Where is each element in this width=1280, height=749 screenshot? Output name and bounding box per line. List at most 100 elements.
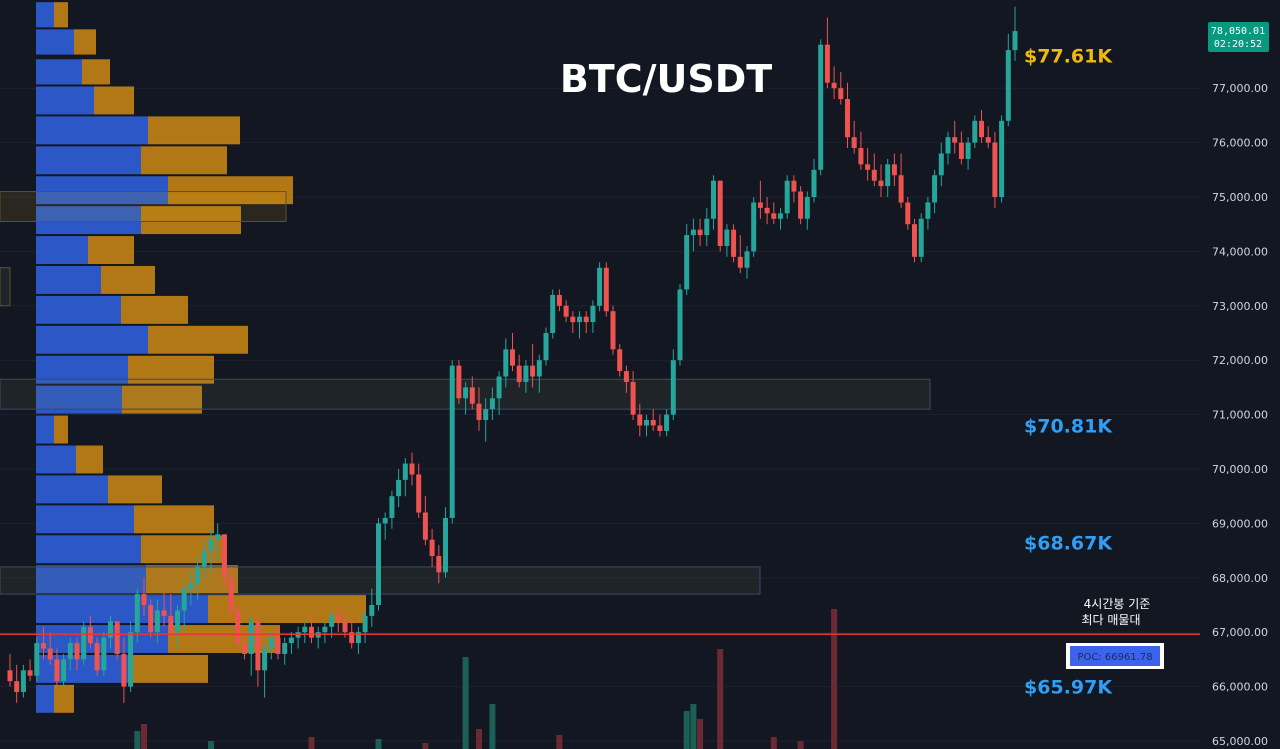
candle-body (221, 534, 227, 578)
candle-body (583, 316, 589, 323)
candle-body (108, 621, 113, 638)
profile-buy-bar (36, 505, 134, 534)
candle-body (751, 202, 757, 252)
candle-body (597, 267, 603, 306)
profile-buy-bar (36, 535, 141, 564)
profile-buy-bar (36, 29, 74, 55)
candle-body (114, 621, 120, 654)
candle-body (831, 82, 837, 89)
candle-body (945, 137, 951, 154)
last-price-countdown: 02:20:52 (1214, 39, 1262, 50)
candle-body (737, 256, 743, 268)
candlesticks (7, 6, 1018, 703)
candle-body (664, 414, 670, 431)
volume-bar (489, 704, 496, 749)
volume-bar (797, 741, 804, 749)
candle-body (154, 610, 160, 633)
zone-labels: $77.61K $70.81K $68.67K $65.97K (1024, 46, 1113, 699)
candle-body (41, 643, 46, 649)
y-tick-label: 68,000.00 (1212, 572, 1268, 585)
candle-body (322, 626, 328, 633)
price-axis[interactable]: 77,000.00 76,000.00 75,000.00 74,000.00 73,0… (1212, 82, 1268, 748)
candle-body (248, 621, 254, 654)
profile-buy-bar (36, 475, 108, 504)
candle-body (858, 148, 864, 165)
y-tick-label: 70,000.00 (1212, 463, 1268, 476)
profile-sell-bar (141, 146, 227, 175)
y-tick-label: 67,000.00 (1212, 626, 1268, 639)
candle-body (101, 637, 107, 671)
volume-bar (141, 724, 147, 749)
profile-buy-bar (36, 176, 168, 205)
zone-price-label: $77.61K (1024, 46, 1113, 68)
candle-body (181, 588, 187, 611)
candle-body (972, 120, 978, 143)
candle-body (670, 360, 676, 415)
candle-body (74, 643, 80, 660)
candle-body (134, 594, 140, 633)
candle-body (436, 556, 442, 573)
candle-body (288, 637, 294, 644)
candle-body (690, 229, 696, 236)
volume-bars (134, 609, 838, 749)
candle-body (496, 376, 502, 399)
last-price-tag: 78,050.01 02:20:52 (1208, 22, 1269, 52)
profile-buy-bar (36, 295, 121, 324)
candle-body (744, 251, 750, 268)
profile-sell-bar (94, 86, 134, 115)
candle-body (282, 643, 288, 654)
y-tick-label: 71,000.00 (1212, 409, 1268, 422)
candle-body (932, 175, 938, 203)
candle-body (242, 643, 247, 654)
candle-body (14, 681, 20, 693)
candle-body (262, 648, 268, 671)
candle-body (771, 213, 777, 219)
candle-body (54, 659, 60, 682)
y-tick-label: 77,000.00 (1212, 82, 1268, 95)
candle-body (47, 648, 53, 660)
profile-buy-bar (36, 206, 141, 235)
candle-body (865, 164, 871, 170)
profile-sell-bar (54, 2, 68, 28)
candle-body (845, 99, 850, 138)
candle-body (530, 365, 536, 377)
profile-buy-bar (36, 116, 148, 145)
poc-label-box (1070, 646, 1160, 666)
candle-body (422, 512, 428, 540)
profile-sell-bar (121, 295, 188, 324)
profile-sell-bar (74, 29, 96, 55)
candle-body (603, 267, 609, 312)
candle-body (402, 463, 408, 480)
profile-buy-bar (36, 59, 82, 85)
profile-sell-bar (141, 535, 227, 564)
profile-buy-bar (36, 86, 94, 115)
candle-body (355, 632, 361, 644)
candle-body (503, 349, 509, 377)
candle-body (637, 414, 643, 426)
candle-body (516, 365, 522, 382)
profile-sell-bar (54, 415, 68, 444)
candle-body (168, 615, 174, 633)
candle-body (81, 626, 87, 660)
secondary-zone (0, 191, 287, 222)
candle-body (878, 180, 884, 187)
candle-body (1005, 50, 1011, 121)
volume-bar (690, 704, 697, 749)
y-tick-label: 69,000.00 (1212, 517, 1268, 530)
profile-sell-bar (128, 654, 208, 683)
candle-body (1012, 31, 1018, 51)
candle-body (175, 610, 180, 633)
candle-body (94, 643, 100, 671)
poc-note-line-1: 4시간봉 기준 (1084, 597, 1151, 611)
candle-body (697, 229, 703, 236)
candle-body (510, 349, 515, 366)
candle-body (791, 180, 797, 192)
candle-body (362, 615, 368, 633)
volume-bar (134, 731, 141, 749)
candle-body (610, 311, 616, 350)
candle-body (958, 142, 964, 159)
candle-body (188, 583, 194, 589)
profile-buy-bar (36, 565, 146, 594)
zone-price-label: $68.67K (1024, 532, 1113, 554)
